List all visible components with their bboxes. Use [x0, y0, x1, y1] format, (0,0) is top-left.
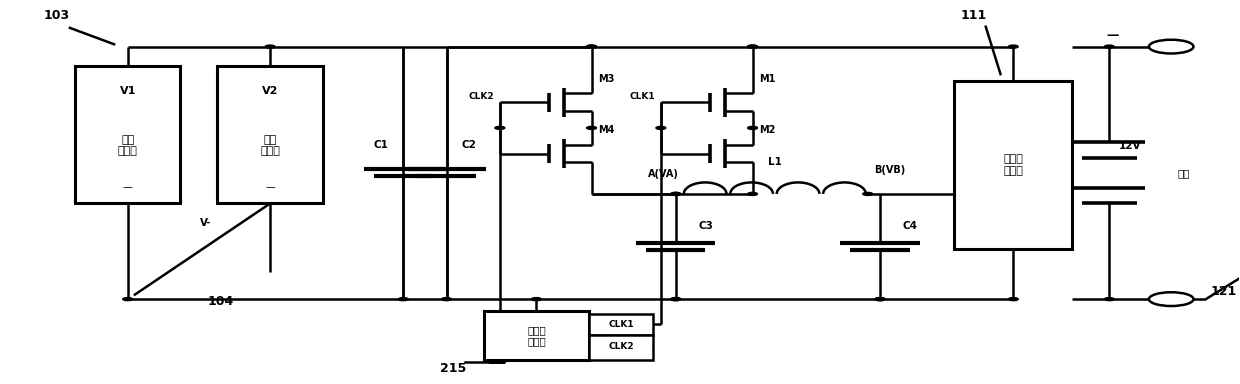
- Text: L1: L1: [768, 157, 781, 167]
- Circle shape: [656, 126, 666, 129]
- Circle shape: [748, 45, 758, 48]
- Bar: [955, 81, 1073, 249]
- Bar: [589, 336, 653, 360]
- Circle shape: [495, 126, 505, 129]
- Text: M1: M1: [759, 74, 775, 84]
- Text: 输出: 输出: [1177, 168, 1190, 178]
- Text: —: —: [265, 182, 275, 192]
- Text: M3: M3: [598, 74, 614, 84]
- Text: 121: 121: [1210, 285, 1236, 298]
- Circle shape: [748, 45, 758, 48]
- Circle shape: [1008, 298, 1018, 301]
- Circle shape: [671, 298, 681, 301]
- Text: V-: V-: [200, 218, 211, 228]
- Circle shape: [532, 298, 542, 301]
- Bar: [217, 66, 322, 204]
- Text: C2: C2: [461, 140, 476, 150]
- Circle shape: [875, 298, 885, 301]
- Circle shape: [875, 298, 885, 301]
- Circle shape: [123, 298, 133, 301]
- Text: 第二
电池板: 第二 电池板: [260, 135, 280, 156]
- Text: 12V: 12V: [1120, 141, 1142, 151]
- Text: 111: 111: [961, 10, 987, 23]
- Bar: [589, 314, 653, 336]
- Text: C3: C3: [698, 221, 713, 231]
- Text: 第一
电池板: 第一 电池板: [118, 135, 138, 156]
- Text: CLK2: CLK2: [609, 342, 634, 351]
- Text: M2: M2: [759, 125, 775, 136]
- Text: 215: 215: [440, 361, 466, 374]
- Text: C4: C4: [903, 221, 918, 231]
- Text: CLK1: CLK1: [629, 92, 655, 101]
- Text: —: —: [1107, 29, 1120, 41]
- Circle shape: [671, 298, 681, 301]
- Text: 103: 103: [45, 10, 71, 23]
- Text: —: —: [123, 182, 133, 192]
- Bar: [484, 311, 589, 360]
- Circle shape: [1105, 298, 1115, 301]
- Circle shape: [671, 192, 681, 195]
- Text: A(VA): A(VA): [649, 169, 678, 179]
- Text: 104: 104: [208, 295, 234, 308]
- Circle shape: [748, 126, 758, 129]
- Circle shape: [587, 45, 596, 48]
- Circle shape: [587, 45, 596, 48]
- Circle shape: [748, 192, 758, 195]
- Circle shape: [587, 126, 596, 129]
- Text: B(VB): B(VB): [874, 165, 905, 175]
- Circle shape: [671, 192, 681, 195]
- Text: 充电控
制装置: 充电控 制装置: [1003, 154, 1023, 176]
- Text: CLK2: CLK2: [467, 92, 494, 101]
- Text: C1: C1: [373, 140, 388, 150]
- Circle shape: [398, 298, 408, 301]
- Circle shape: [1008, 45, 1018, 48]
- Circle shape: [1105, 45, 1115, 48]
- Circle shape: [441, 298, 451, 301]
- Text: V1: V1: [119, 86, 136, 96]
- Circle shape: [863, 192, 873, 195]
- Circle shape: [265, 45, 275, 48]
- Text: M4: M4: [598, 125, 614, 136]
- Text: 开关控
制电路: 开关控 制电路: [527, 325, 546, 346]
- Circle shape: [1149, 40, 1193, 53]
- Circle shape: [1149, 292, 1193, 306]
- Bar: [74, 66, 180, 204]
- Text: CLK1: CLK1: [609, 319, 634, 329]
- Text: V2: V2: [262, 86, 278, 96]
